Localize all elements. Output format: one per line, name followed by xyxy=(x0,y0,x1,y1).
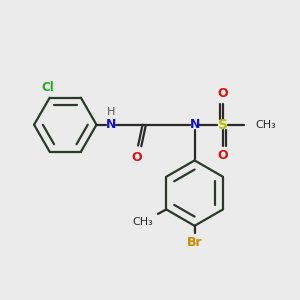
Text: O: O xyxy=(218,87,228,100)
Text: Br: Br xyxy=(187,236,203,249)
Text: O: O xyxy=(218,149,228,162)
Text: CH₃: CH₃ xyxy=(133,217,154,227)
Text: N: N xyxy=(106,118,116,131)
Text: Cl: Cl xyxy=(42,81,55,94)
Text: H: H xyxy=(107,107,116,117)
Text: CH₃: CH₃ xyxy=(256,120,276,130)
Text: N: N xyxy=(189,118,200,131)
Text: O: O xyxy=(131,151,142,164)
Text: S: S xyxy=(218,118,228,132)
